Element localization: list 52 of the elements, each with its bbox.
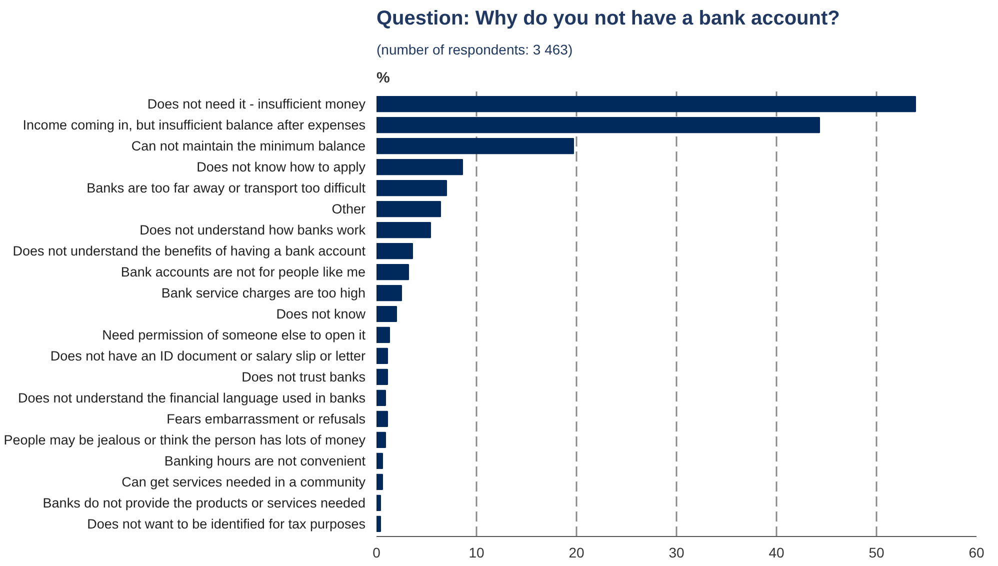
x-tick-label: 60 [968,544,984,560]
bar [376,474,383,490]
y-tick-label: Banks do not provide the products or services needed [42,495,366,510]
y-tick-label: Does not understand how banks work [140,222,366,238]
bar [376,432,386,448]
y-tick-label: Need permission of someone else to open it [102,327,366,342]
x-tick-label: 0 [372,544,381,560]
y-tick-label: Does not want to be identified for tax purposes [87,516,366,532]
y-tick-label: People may be jealous or think the person has lots of money [4,432,366,448]
y-tick-label: Income coming in, but insufficient balance after expenses [22,118,366,133]
y-tick-label: Does not trust banks [242,369,366,384]
x-tick-label: 40 [768,544,784,560]
y-tick-label: Does not understand the financial language used in banks [18,390,366,406]
y-tick-label: Does not need it - insufficient money [147,96,366,112]
y-tick-label: Does not know [276,306,366,322]
y-tick-label: Does not understand the benefits of having a bank account [12,244,366,259]
bar [376,390,386,406]
y-tick-label: Does not have an ID document or salary slip or letter [50,348,366,364]
bar [376,410,388,428]
y-tick-label: Other [332,202,366,217]
bar [376,348,388,364]
y-tick-label: Fears embarrassment or refusals [166,411,366,426]
y-tick-label: Can get services needed in a community [122,474,366,490]
chart-subtitle: (number of respondents: 3 463) [376,42,573,58]
y-tick-label: Does not know how to apply [196,160,366,175]
y-tick-label: Can not maintain the minimum balance [131,138,366,154]
y-tick-label: Bank service charges are too high [161,286,366,301]
y-tick-label: Banking hours are not convenient [164,453,366,468]
bar [376,96,916,112]
bar [376,159,463,176]
chart-title: Question: Why do you not have a bank account? [376,8,840,30]
bar [376,242,413,260]
bar [376,200,441,218]
bar [376,222,431,238]
y-tick-label: Banks are too far away or transport too difficult [86,180,366,196]
x-tick-label: 20 [568,544,584,560]
x-axis-title: % [376,70,390,86]
bar [376,326,390,344]
bar [376,117,820,134]
bar [376,306,397,322]
x-tick-label: 50 [868,544,884,560]
bar [376,180,447,196]
x-tick-label: 30 [668,544,684,560]
x-tick-label: 10 [468,544,484,560]
bar [376,494,381,511]
bar [376,452,383,469]
bar [376,284,402,302]
y-tick-label: Bank accounts are not for people like me [120,264,366,280]
bar [376,516,381,532]
bar [376,138,574,154]
bar [376,368,388,386]
bar [376,264,409,280]
